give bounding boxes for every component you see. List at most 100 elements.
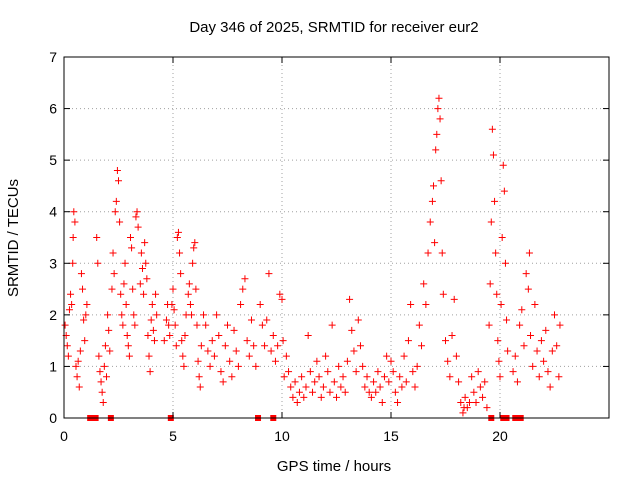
data-point bbox=[141, 239, 149, 247]
data-point bbox=[133, 208, 141, 216]
data-point bbox=[116, 218, 124, 226]
data-point bbox=[280, 373, 288, 381]
data-point bbox=[450, 295, 458, 303]
data-point bbox=[415, 321, 423, 329]
data-point bbox=[77, 270, 85, 278]
data-point bbox=[343, 357, 351, 365]
data-point bbox=[465, 399, 473, 407]
y-tick-label: 0 bbox=[49, 410, 57, 426]
data-point bbox=[504, 347, 512, 355]
data-point bbox=[544, 368, 552, 376]
data-point bbox=[113, 166, 121, 174]
data-point bbox=[330, 378, 338, 386]
data-point bbox=[138, 264, 146, 272]
data-point bbox=[476, 383, 484, 391]
data-point bbox=[472, 399, 480, 407]
data-point bbox=[224, 321, 231, 329]
data-point bbox=[322, 352, 330, 360]
data-point bbox=[461, 393, 469, 401]
data-point bbox=[494, 337, 502, 345]
data-point bbox=[109, 249, 117, 257]
data-point bbox=[111, 208, 119, 216]
data-point bbox=[100, 362, 108, 370]
data-point bbox=[383, 352, 391, 360]
data-point bbox=[491, 197, 499, 205]
data-point bbox=[407, 301, 415, 309]
data-point bbox=[437, 177, 445, 185]
data-point bbox=[489, 151, 497, 159]
data-point bbox=[146, 368, 154, 376]
data-point bbox=[239, 285, 247, 293]
data-point bbox=[204, 347, 212, 355]
x-tick-label: 5 bbox=[169, 428, 177, 444]
data-point bbox=[252, 362, 260, 370]
data-point bbox=[73, 373, 81, 381]
data-point bbox=[168, 301, 176, 309]
data-point bbox=[93, 234, 101, 241]
plot-frame bbox=[63, 56, 610, 419]
data-point bbox=[79, 285, 87, 293]
data-point bbox=[208, 337, 216, 345]
data-point bbox=[313, 357, 321, 365]
data-point bbox=[374, 368, 382, 376]
data-point bbox=[537, 337, 545, 345]
data-point bbox=[535, 373, 543, 381]
data-point bbox=[302, 383, 310, 391]
data-point bbox=[487, 218, 495, 226]
data-point bbox=[64, 352, 72, 360]
data-point bbox=[179, 352, 187, 360]
data-point bbox=[95, 352, 103, 360]
data-point bbox=[394, 399, 402, 407]
data-point bbox=[354, 316, 362, 324]
data-point bbox=[215, 331, 223, 339]
data-point bbox=[170, 306, 178, 314]
data-point bbox=[103, 373, 111, 381]
chart-title: Day 346 of 2025, SRMTID for receiver eur… bbox=[189, 19, 478, 36]
tick-layer: 0 1 2 3 4 5 6 7 0 5 10 15 20 bbox=[49, 49, 609, 444]
data-point bbox=[74, 357, 82, 365]
data-point bbox=[186, 301, 194, 309]
y-tick-label: 6 bbox=[49, 101, 57, 117]
data-point bbox=[63, 342, 71, 350]
data-point bbox=[250, 342, 258, 350]
data-point bbox=[130, 311, 138, 319]
data-point bbox=[144, 331, 152, 339]
data-point bbox=[153, 311, 161, 319]
data-point bbox=[108, 285, 116, 293]
data-point bbox=[422, 301, 430, 309]
data-point bbox=[269, 331, 277, 339]
data-point bbox=[160, 337, 168, 345]
data-point bbox=[228, 373, 236, 381]
data-point bbox=[256, 301, 264, 309]
data-point bbox=[185, 280, 193, 288]
data-point bbox=[436, 115, 444, 123]
data-point bbox=[171, 321, 179, 329]
data-point bbox=[326, 388, 334, 396]
data-point bbox=[65, 306, 73, 314]
data-point bbox=[81, 337, 89, 345]
y-tick-label: 2 bbox=[49, 307, 57, 323]
data-point bbox=[365, 388, 373, 396]
data-point bbox=[496, 373, 504, 381]
data-point bbox=[531, 301, 539, 309]
x-tick-label: 0 bbox=[60, 428, 68, 444]
data-point bbox=[279, 337, 287, 345]
data-point bbox=[120, 280, 128, 288]
data-point bbox=[509, 368, 517, 376]
data-point bbox=[206, 362, 214, 370]
data-point bbox=[333, 393, 340, 401]
data-point bbox=[121, 259, 129, 267]
data-point bbox=[80, 316, 88, 324]
data-point bbox=[173, 234, 181, 241]
data-point bbox=[396, 373, 404, 381]
data-point bbox=[385, 378, 393, 386]
data-point bbox=[452, 352, 460, 360]
data-point bbox=[387, 357, 395, 365]
data-point bbox=[136, 280, 144, 288]
data-point bbox=[555, 373, 563, 381]
data-point bbox=[291, 378, 299, 386]
data-point bbox=[67, 290, 75, 298]
data-point bbox=[195, 373, 203, 381]
data-point bbox=[213, 311, 221, 319]
data-point bbox=[278, 295, 286, 303]
